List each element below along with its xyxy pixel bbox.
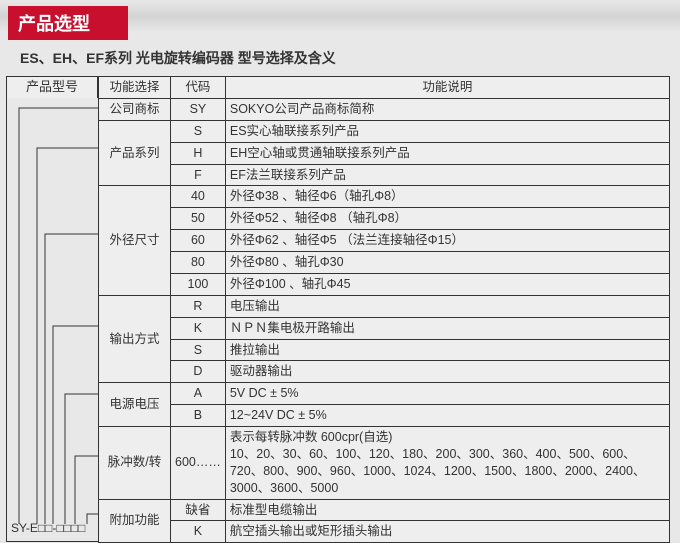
- code-cell: 80: [171, 252, 226, 274]
- table-row: 产品系列SES实心轴联接系列产品: [99, 120, 670, 142]
- model-label: 产品型号: [6, 76, 98, 98]
- table-row: B12~24V DC ± 5%: [99, 405, 670, 427]
- code-cell: K: [171, 521, 226, 543]
- desc-cell: 推拉输出: [225, 339, 669, 361]
- fn-cell: 产品系列: [99, 120, 171, 186]
- desc-cell: 航空插头输出或矩形插头输出: [225, 521, 669, 543]
- table-row: 50外径Φ52 、轴径Φ8 （轴孔Φ8）: [99, 208, 670, 230]
- table-row: 脉冲数/转600……表示每转脉冲数 600cpr(自选)10、20、30、60、…: [99, 427, 670, 500]
- table-row: 公司商标SYSOKYO公司产品商标简称: [99, 98, 670, 120]
- desc-cell: 外径Φ100 、轴孔Φ45: [225, 273, 669, 295]
- code-cell: H: [171, 142, 226, 164]
- selection-table: 功能选择 代码 功能说明 公司商标SYSOKYO公司产品商标简称产品系列SES实…: [98, 76, 670, 543]
- desc-cell: 电压输出: [225, 295, 669, 317]
- code-cell: 100: [171, 273, 226, 295]
- desc-cell: EH空心轴或贯通轴联接系列产品: [225, 142, 669, 164]
- table-row: 电源电压A5V DC ± 5%: [99, 383, 670, 405]
- code-cell: S: [171, 120, 226, 142]
- code-cell: 60: [171, 230, 226, 252]
- code-cell: K: [171, 317, 226, 339]
- fn-cell: 公司商标: [99, 98, 171, 120]
- desc-cell: 外径Φ52 、轴径Φ8 （轴孔Φ8）: [225, 208, 669, 230]
- code-cell: S: [171, 339, 226, 361]
- desc-cell: ES实心轴联接系列产品: [225, 120, 669, 142]
- model-string: SY-E□□-□□□□: [11, 521, 85, 535]
- table-row: 附加功能缺省标准型电缆输出: [99, 499, 670, 521]
- fn-cell: 脉冲数/转: [99, 427, 171, 500]
- code-cell: F: [171, 164, 226, 186]
- code-cell: 600……: [171, 427, 226, 500]
- fn-cell: 电源电压: [99, 383, 171, 427]
- table-row: 60外径Φ62 、轴径Φ5 （法兰连接轴径Φ15）: [99, 230, 670, 252]
- desc-cell: ＮＰＮ集电极开路输出: [225, 317, 669, 339]
- desc-cell: 外径Φ62 、轴径Φ5 （法兰连接轴径Φ15）: [225, 230, 669, 252]
- desc-cell: 5V DC ± 5%: [225, 383, 669, 405]
- desc-cell: 12~24V DC ± 5%: [225, 405, 669, 427]
- desc-cell: 驱动器输出: [225, 361, 669, 383]
- th-desc: 功能说明: [225, 77, 669, 99]
- fn-cell: 附加功能: [99, 499, 171, 543]
- th-function: 功能选择: [99, 77, 171, 99]
- code-cell: 40: [171, 186, 226, 208]
- fn-cell: 外径尺寸: [99, 186, 171, 295]
- table-row: 输出方式R电压输出: [99, 295, 670, 317]
- table-row: S推拉输出: [99, 339, 670, 361]
- code-cell: D: [171, 361, 226, 383]
- table-row: K航空插头输出或矩形插头输出: [99, 521, 670, 543]
- code-cell: 缺省: [171, 499, 226, 521]
- desc-cell: 标准型电缆输出: [225, 499, 669, 521]
- table-row: 100外径Φ100 、轴孔Φ45: [99, 273, 670, 295]
- table-row: 外径尺寸40外径Φ38 、轴径Φ6（轴孔Φ8）: [99, 186, 670, 208]
- table-row: D驱动器输出: [99, 361, 670, 383]
- code-cell: 50: [171, 208, 226, 230]
- desc-cell: SOKYO公司产品商标简称: [225, 98, 669, 120]
- bracket-diagram: [7, 98, 99, 542]
- table-row: HEH空心轴或贯通轴联接系列产品: [99, 142, 670, 164]
- table-row: KＮＰＮ集电极开路输出: [99, 317, 670, 339]
- code-cell: A: [171, 383, 226, 405]
- fn-cell: 输出方式: [99, 295, 171, 383]
- table-row: 80外径Φ80 、轴孔Φ30: [99, 252, 670, 274]
- desc-cell: 外径Φ38 、轴径Φ6（轴孔Φ8）: [225, 186, 669, 208]
- code-cell: B: [171, 405, 226, 427]
- desc-cell: EF法兰联接系列产品: [225, 164, 669, 186]
- code-cell: SY: [171, 98, 226, 120]
- code-cell: R: [171, 295, 226, 317]
- section-header: 产品选型: [8, 6, 128, 40]
- subtitle: ES、EH、EF系列 光电旋转编码器 型号选择及含义: [0, 44, 680, 76]
- th-code: 代码: [171, 77, 226, 99]
- table-row: FEF法兰联接系列产品: [99, 164, 670, 186]
- desc-cell: 外径Φ80 、轴孔Φ30: [225, 252, 669, 274]
- desc-cell: 表示每转脉冲数 600cpr(自选)10、20、30、60、100、120、18…: [225, 427, 669, 500]
